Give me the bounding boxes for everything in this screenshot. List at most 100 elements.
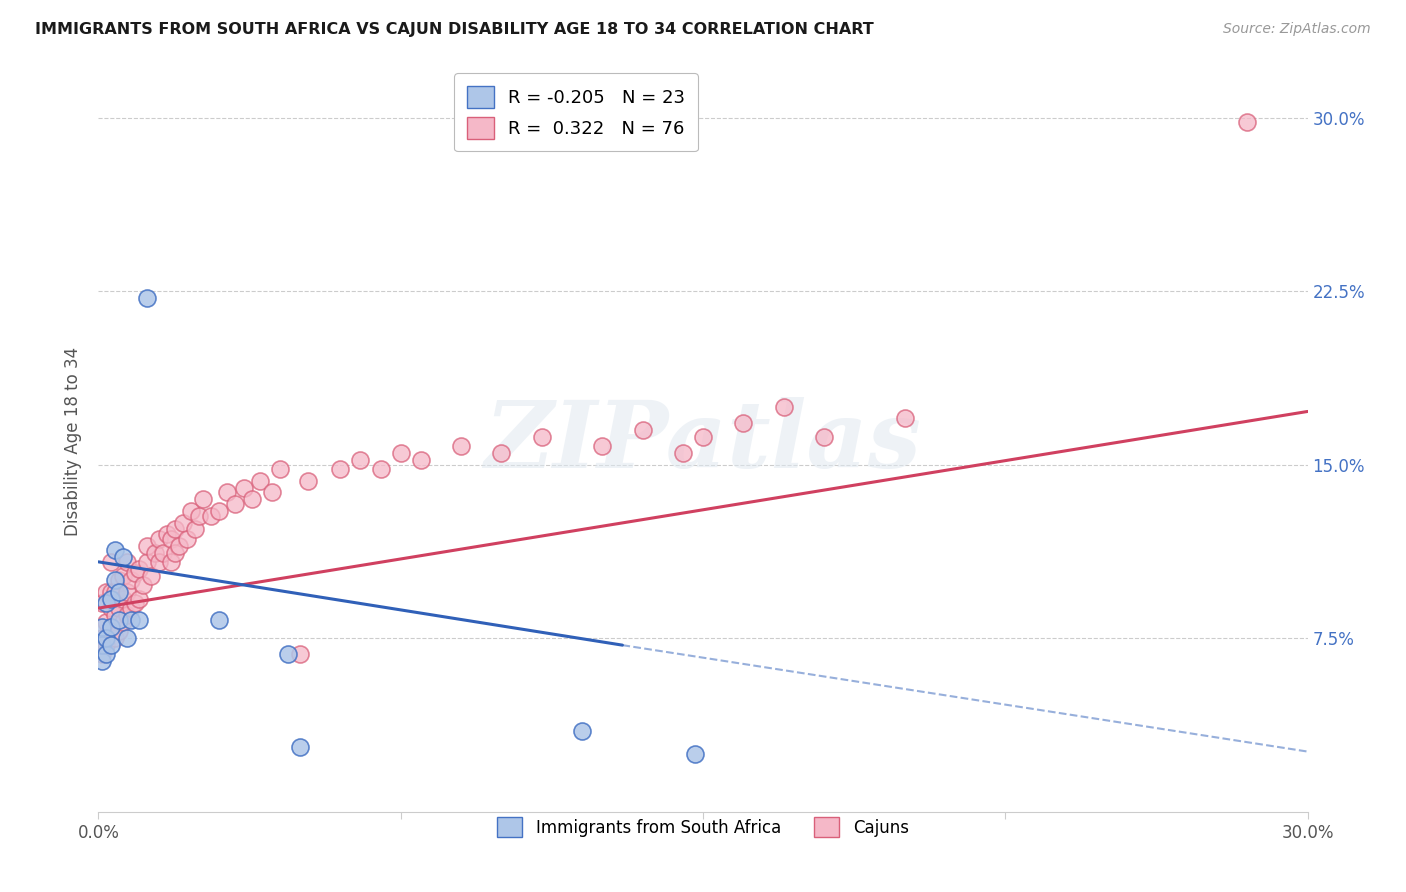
Point	[91, 597, 114, 611]
Point	[260, 485, 283, 500]
Point	[167, 539, 190, 553]
Point	[115, 585, 138, 599]
Point	[530, 430, 553, 444]
Point	[111, 615, 134, 629]
Point	[128, 613, 150, 627]
Point	[111, 550, 134, 565]
Point	[631, 423, 654, 437]
Point	[450, 439, 472, 453]
Point	[96, 638, 118, 652]
Point	[277, 648, 299, 662]
Point	[107, 601, 129, 615]
Point	[208, 613, 231, 627]
Point	[232, 481, 254, 495]
Point	[180, 504, 202, 518]
Point	[184, 523, 207, 537]
Point	[107, 613, 129, 627]
Point	[111, 568, 134, 582]
Point	[115, 608, 138, 623]
Point	[91, 619, 114, 633]
Point	[139, 568, 162, 582]
Point	[120, 613, 142, 627]
Point	[240, 492, 263, 507]
Point	[893, 411, 915, 425]
Point	[683, 747, 706, 761]
Point	[96, 648, 118, 662]
Point	[156, 527, 179, 541]
Point	[107, 624, 129, 639]
Point	[124, 566, 146, 581]
Point	[176, 532, 198, 546]
Point	[91, 638, 114, 652]
Point	[297, 474, 319, 488]
Point	[100, 555, 122, 569]
Point	[100, 619, 122, 633]
Point	[491, 446, 513, 460]
Point	[813, 430, 835, 444]
Point	[115, 631, 138, 645]
Point	[103, 574, 125, 588]
Point	[143, 545, 166, 560]
Point	[100, 585, 122, 599]
Point	[193, 492, 215, 507]
Point	[135, 539, 157, 553]
Point	[124, 597, 146, 611]
Point	[128, 591, 150, 606]
Point	[200, 508, 222, 523]
Point	[132, 578, 155, 592]
Point	[389, 446, 412, 460]
Point	[103, 608, 125, 623]
Point	[103, 631, 125, 645]
Point	[100, 619, 122, 633]
Point	[349, 453, 371, 467]
Point	[115, 555, 138, 569]
Y-axis label: Disability Age 18 to 34: Disability Age 18 to 34	[65, 347, 83, 536]
Point	[288, 739, 311, 754]
Point	[208, 504, 231, 518]
Point	[733, 416, 755, 430]
Point	[288, 648, 311, 662]
Text: IMMIGRANTS FROM SOUTH AFRICA VS CAJUN DISABILITY AGE 18 TO 34 CORRELATION CHART: IMMIGRANTS FROM SOUTH AFRICA VS CAJUN DI…	[35, 22, 875, 37]
Point	[772, 400, 794, 414]
Point	[269, 462, 291, 476]
Point	[96, 585, 118, 599]
Text: ZIPatlas: ZIPatlas	[485, 397, 921, 486]
Point	[103, 543, 125, 558]
Point	[672, 446, 695, 460]
Point	[120, 574, 142, 588]
Point	[128, 562, 150, 576]
Text: Source: ZipAtlas.com: Source: ZipAtlas.com	[1223, 22, 1371, 37]
Point	[96, 631, 118, 645]
Point	[96, 597, 118, 611]
Point	[217, 485, 239, 500]
Point	[160, 555, 183, 569]
Point	[571, 723, 593, 738]
Point	[163, 545, 186, 560]
Point	[692, 430, 714, 444]
Point	[120, 601, 142, 615]
Point	[91, 631, 114, 645]
Point	[188, 508, 211, 523]
Point	[135, 555, 157, 569]
Point	[100, 601, 122, 615]
Point	[409, 453, 432, 467]
Point	[135, 291, 157, 305]
Point	[152, 545, 174, 560]
Point	[103, 585, 125, 599]
Point	[107, 574, 129, 588]
Point	[111, 591, 134, 606]
Point	[91, 648, 114, 662]
Point	[163, 523, 186, 537]
Point	[100, 591, 122, 606]
Point	[160, 532, 183, 546]
Point	[91, 654, 114, 668]
Point	[107, 585, 129, 599]
Point	[370, 462, 392, 476]
Legend: Immigrants from South Africa, Cajuns: Immigrants from South Africa, Cajuns	[491, 811, 915, 844]
Point	[224, 497, 246, 511]
Point	[148, 532, 170, 546]
Point	[172, 516, 194, 530]
Point	[591, 439, 613, 453]
Point	[100, 638, 122, 652]
Point	[249, 474, 271, 488]
